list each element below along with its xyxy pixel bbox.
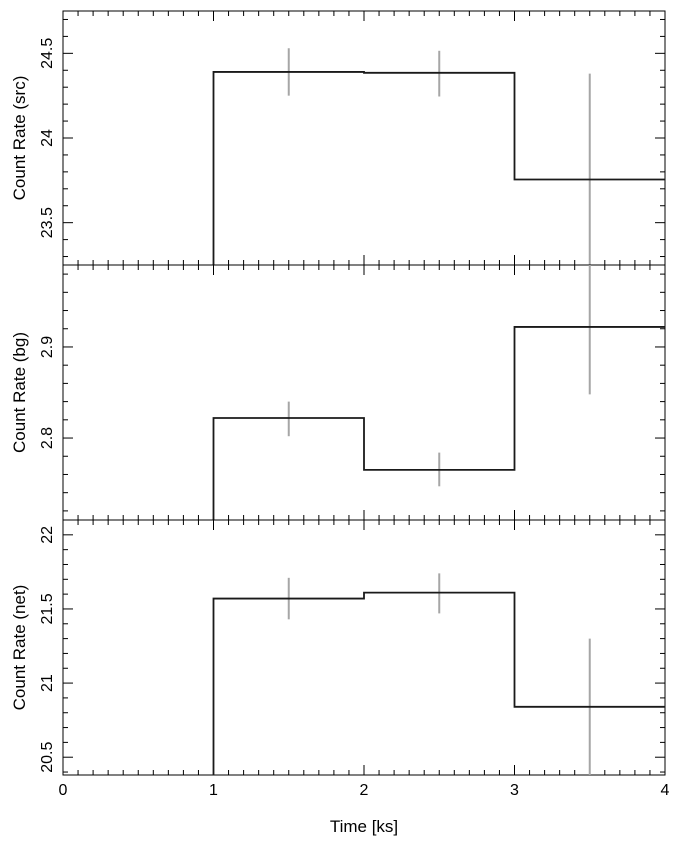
y-axis-label-net: Count Rate (net) xyxy=(10,585,29,711)
y-tick-label: 20.5 xyxy=(39,742,56,773)
x-tick-label: 1 xyxy=(209,782,218,799)
x-axis-label: Time [ks] xyxy=(330,817,398,836)
step-line-src xyxy=(212,71,665,265)
x-tick-label: 3 xyxy=(510,782,519,799)
y-axis-label-src: Count Rate (src) xyxy=(10,76,29,201)
y-tick-label: 23.5 xyxy=(39,207,56,238)
y-tick-label: 24.5 xyxy=(39,38,56,69)
step-line-net xyxy=(212,591,665,775)
y-tick-label: 21 xyxy=(39,674,56,692)
panel-src: 23.5 24 24.5 Count Rate (src) xyxy=(10,10,666,266)
panel-bg: 2.8 2.9 Count Rate (bg) xyxy=(10,264,666,521)
step-line-bg xyxy=(212,326,665,520)
panel-net: 20.5 21 21.5 22 Count Rate (net) 0 1 2 3 4 xyxy=(10,519,670,799)
panel-frame-bg xyxy=(62,264,666,521)
y-tick-label: 21.5 xyxy=(39,593,56,624)
y-tick-label: 22 xyxy=(39,526,56,544)
x-tick-label: 2 xyxy=(360,782,369,799)
panel-frame-src xyxy=(62,10,666,266)
y-tick-label: 2.8 xyxy=(39,427,56,449)
x-tick-label: 4 xyxy=(661,782,670,799)
y-axis-label-bg: Count Rate (bg) xyxy=(10,332,29,453)
y-tick-label: 2.9 xyxy=(39,336,56,358)
panel-frame-net xyxy=(62,519,666,776)
x-tick-label: 0 xyxy=(59,782,68,799)
y-tick-label: 24 xyxy=(39,129,56,147)
